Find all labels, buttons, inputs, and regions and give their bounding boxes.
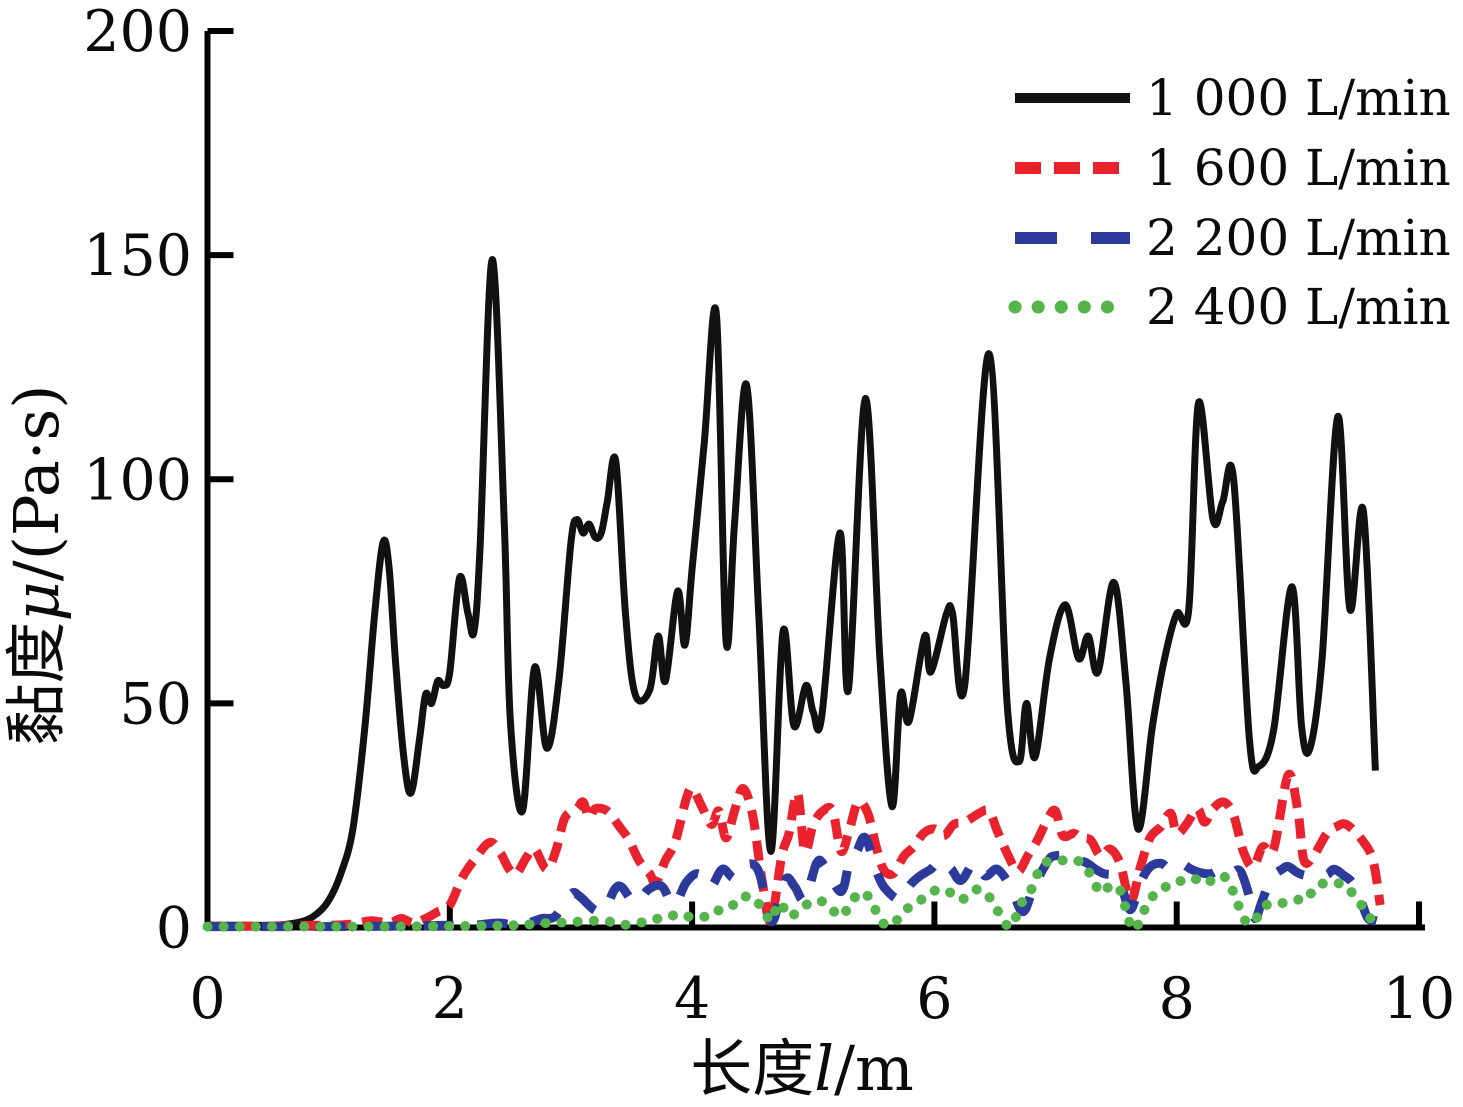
y-axis-title-prefix: 黏度 [0, 621, 73, 745]
x-axis-title-suffix: /m [834, 1032, 914, 1105]
x-tick-label: 2 [432, 966, 468, 1032]
legend-item: 2 200 L/min [1015, 209, 1451, 267]
series-lines [202, 256, 1385, 935]
y-axis-ticks [207, 28, 234, 707]
x-tick-label: 10 [1383, 966, 1456, 1032]
y-axis-title: 黏度μ/(Pa·s) [0, 385, 73, 746]
x-axis-title-symbol: l [814, 1032, 834, 1105]
legend-label: 1 000 L/min [1146, 69, 1451, 127]
legend-item: 2 400 L/min [1008, 278, 1451, 336]
y-axis-tick-labels: 0 50 100 150 200 [83, 0, 192, 962]
y-tick-label: 100 [83, 447, 192, 513]
legend-item: 1 000 L/min [1015, 69, 1451, 127]
y-tick-label: 50 [119, 671, 192, 737]
series-line-1 [207, 769, 1385, 931]
y-tick-label: 150 [83, 223, 192, 289]
x-tick-label: 6 [916, 966, 952, 1032]
legend-label: 1 600 L/min [1146, 139, 1451, 197]
x-tick-label: 0 [189, 966, 225, 1032]
x-tick-label: 4 [674, 966, 710, 1032]
x-axis-tick-labels: 0 2 4 6 8 10 [189, 966, 1455, 1032]
y-tick-label: 200 [83, 0, 192, 65]
legend: 1 000 L/min 1 600 L/min 2 200 L/min 2 400 L… [1008, 69, 1451, 336]
legend-label: 2 400 L/min [1146, 278, 1451, 336]
y-tick-label: 0 [156, 896, 192, 962]
y-axis-title-suffix: /(Pa·s) [0, 385, 73, 582]
legend-item: 1 600 L/min [1015, 139, 1451, 197]
series-line-0 [207, 256, 1379, 929]
x-axis-title: 长度l/m [690, 1032, 914, 1105]
series-line-3 [202, 854, 1380, 935]
x-tick-label: 8 [1159, 966, 1195, 1032]
legend-label: 2 200 L/min [1146, 209, 1451, 267]
y-axis-title-symbol: μ [0, 581, 73, 621]
x-axis-title-prefix: 长度 [690, 1032, 814, 1105]
series-line-2 [207, 832, 1378, 932]
